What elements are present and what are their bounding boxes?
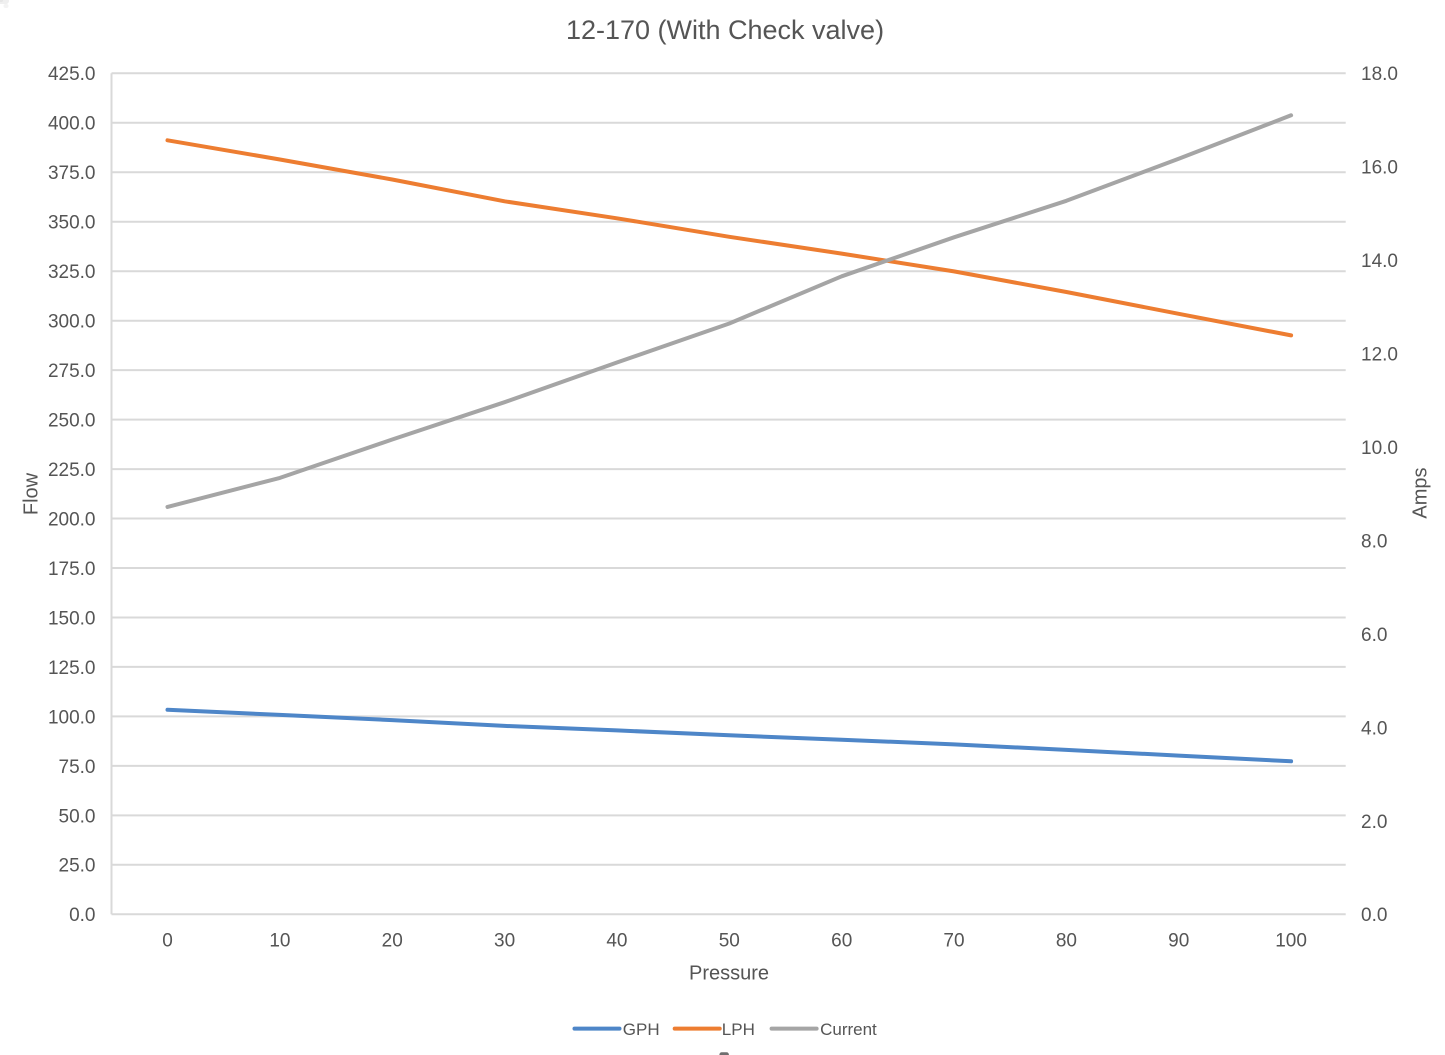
svg-text:GPH: GPH: [623, 1020, 660, 1039]
svg-text:100.0: 100.0: [48, 707, 96, 728]
svg-text:10: 10: [269, 931, 290, 952]
svg-text:8.0: 8.0: [1361, 531, 1387, 552]
svg-text:250.0: 250.0: [48, 411, 96, 432]
svg-text:20: 20: [382, 931, 403, 952]
svg-text:350.0: 350.0: [48, 213, 96, 234]
svg-text:18.0: 18.0: [1361, 64, 1398, 85]
svg-text:0.0: 0.0: [69, 905, 95, 926]
svg-text:70: 70: [943, 931, 964, 952]
svg-text:10.0: 10.0: [1361, 438, 1398, 459]
svg-text:Pressure: Pressure: [689, 962, 769, 984]
svg-text:14.0: 14.0: [1361, 251, 1398, 272]
svg-text:375.0: 375.0: [48, 163, 96, 184]
svg-text:4.0: 4.0: [1361, 718, 1387, 739]
svg-text:400.0: 400.0: [48, 114, 96, 135]
svg-text:200.0: 200.0: [48, 509, 96, 530]
svg-text:90: 90: [1168, 931, 1189, 952]
svg-text:325.0: 325.0: [48, 262, 96, 283]
svg-text:225.0: 225.0: [48, 460, 96, 481]
svg-text:425.0: 425.0: [48, 64, 96, 85]
svg-text:100: 100: [1275, 931, 1307, 952]
svg-text:Amps: Amps: [1410, 467, 1432, 518]
svg-text:50: 50: [719, 931, 740, 952]
svg-text:80: 80: [1056, 931, 1077, 952]
svg-text:40: 40: [606, 931, 627, 952]
svg-text:0: 0: [162, 931, 173, 952]
svg-text:275.0: 275.0: [48, 361, 96, 382]
svg-text:150.0: 150.0: [48, 608, 96, 629]
svg-text:125.0: 125.0: [48, 658, 96, 679]
svg-text:Current: Current: [820, 1020, 877, 1039]
svg-text:30: 30: [494, 931, 515, 952]
svg-text:60: 60: [831, 931, 852, 952]
svg-text:6.0: 6.0: [1361, 625, 1387, 646]
svg-text:Flow: Flow: [21, 472, 43, 515]
svg-text:50.0: 50.0: [59, 806, 96, 827]
svg-text:16.0: 16.0: [1361, 158, 1398, 179]
svg-text:300.0: 300.0: [48, 312, 96, 333]
svg-text:175.0: 175.0: [48, 559, 96, 580]
svg-text:25.0: 25.0: [59, 856, 96, 877]
svg-text:LPH: LPH: [722, 1020, 755, 1039]
svg-text:0.0: 0.0: [1361, 905, 1387, 926]
svg-text:75.0: 75.0: [59, 757, 96, 778]
svg-text:12-170 (With Check valve): 12-170 (With Check valve): [566, 15, 884, 45]
svg-text:12.0: 12.0: [1361, 345, 1398, 366]
svg-text:2.0: 2.0: [1361, 812, 1387, 833]
